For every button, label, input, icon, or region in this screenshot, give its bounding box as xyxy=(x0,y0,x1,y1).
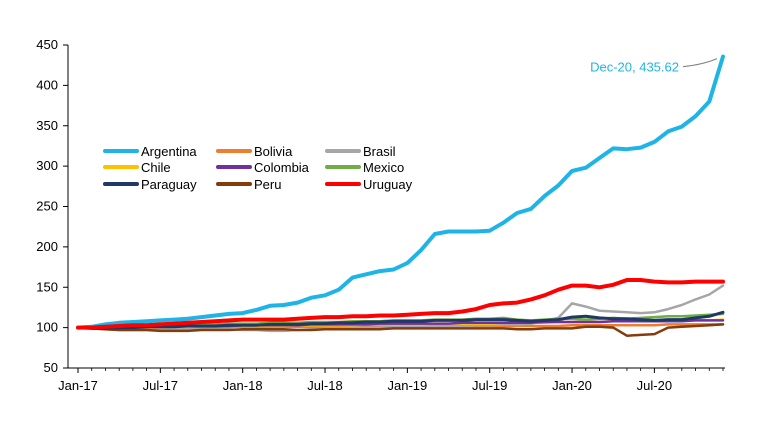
legend-label-peru: Peru xyxy=(254,177,281,192)
x-tick-label: Jul-19 xyxy=(472,378,507,393)
legend-label-mexico: Mexico xyxy=(363,160,404,175)
series-line-peru xyxy=(76,323,725,337)
y-tick-label: 250 xyxy=(36,199,58,214)
x-tick-label: Jan-18 xyxy=(223,378,263,393)
x-tick-label: Jul-17 xyxy=(143,378,178,393)
y-tick-label: 150 xyxy=(36,279,58,294)
legend-label-paraguay: Paraguay xyxy=(141,177,197,192)
x-tick-label: Jan-17 xyxy=(58,378,98,393)
series-lines xyxy=(76,54,725,337)
legend-label-bolivia: Bolivia xyxy=(254,144,293,159)
legend: Argentina Bolivia Brasil Chile Colombia Mexic… xyxy=(103,144,413,192)
series-line-argentina xyxy=(76,54,725,330)
legend-label-argentina: Argentina xyxy=(141,144,197,159)
series-line-brasil xyxy=(76,284,725,333)
x-tick-label: Jul-18 xyxy=(307,378,342,393)
legend-label-chile: Chile xyxy=(141,160,171,175)
y-tick-label: 50 xyxy=(44,360,58,375)
annotation-label: Dec-20, 435.62 xyxy=(590,60,679,75)
annotation-leader-line xyxy=(682,58,718,68)
y-tick-label: 450 xyxy=(36,37,58,52)
series-line-paraguay xyxy=(76,310,725,330)
y-tick-label: 100 xyxy=(36,320,58,335)
y-tick-label: 200 xyxy=(36,239,58,254)
series-line-uruguay xyxy=(76,278,725,330)
legend-label-uruguay: Uruguay xyxy=(363,177,413,192)
x-tick-label: Jul-20 xyxy=(637,378,672,393)
axes: 50 100 150 200 250 300 350 400 450 Jan-17 Jul-17 Ja… xyxy=(36,37,725,393)
annotation: Dec-20, 435.62 xyxy=(590,58,718,75)
y-tick-label: 400 xyxy=(36,77,58,92)
x-tick-label: Jan-19 xyxy=(387,378,427,393)
y-tick-label: 350 xyxy=(36,118,58,133)
y-tick-label: 300 xyxy=(36,158,58,173)
x-tick-label: Jan-20 xyxy=(552,378,592,393)
legend-label-colombia: Colombia xyxy=(254,160,310,175)
legend-label-brasil: Brasil xyxy=(363,144,396,159)
